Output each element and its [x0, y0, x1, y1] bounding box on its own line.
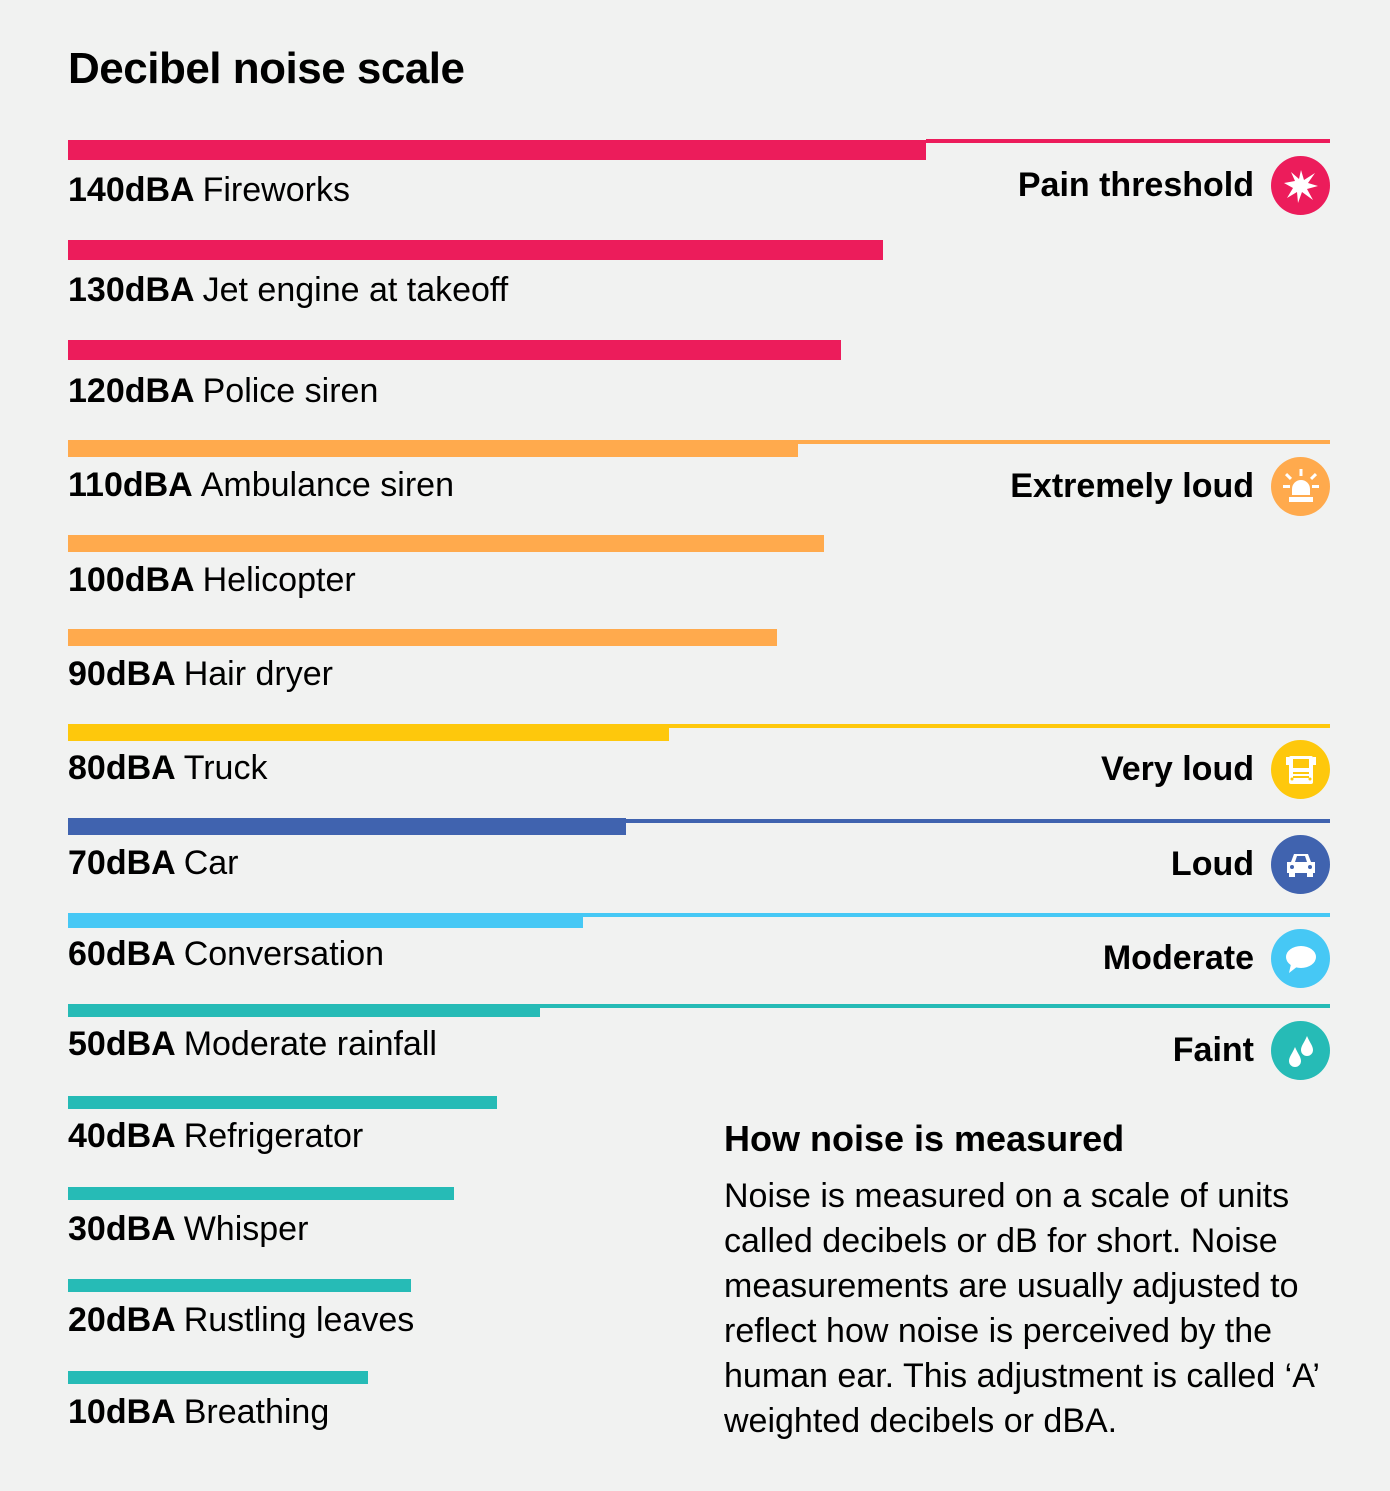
bar-50 [68, 1004, 540, 1017]
category-pain-threshold: Pain threshold [1017, 166, 1254, 204]
extreme-separator [797, 440, 1330, 444]
row-label: 10dBA Breathing [68, 1393, 330, 1431]
bar-100 [68, 535, 824, 552]
bar-90 [68, 629, 777, 646]
faint-separator [540, 1004, 1330, 1008]
bar-130 [68, 240, 883, 260]
speech-bubble-icon [1271, 929, 1330, 988]
row-label: 130dBA Jet engine at takeoff [68, 271, 509, 309]
chart-title: Decibel noise scale [68, 44, 465, 93]
moderate-separator [583, 913, 1330, 917]
row-label: 100dBA Helicopter [68, 561, 356, 599]
info-body: Noise is measured on a scale of units ca… [724, 1177, 1319, 1440]
bar-120 [68, 340, 841, 360]
category-moderate: Moderate [1102, 939, 1254, 977]
category-extremely-loud: Extremely loud [1010, 467, 1254, 505]
bar-70 [68, 818, 626, 835]
category-faint: Faint [1172, 1031, 1254, 1069]
very-loud-separator [669, 724, 1330, 728]
car-icon [1271, 835, 1330, 894]
bar-20 [68, 1279, 411, 1292]
row-label: 120dBA Police siren [68, 372, 379, 410]
category-very-loud: Very loud [1100, 750, 1254, 788]
row-label: 90dBA Hair dryer [68, 655, 333, 693]
bar-10 [68, 1371, 368, 1384]
row-label: 50dBA Moderate rainfall [68, 1025, 437, 1063]
bar-110 [68, 440, 798, 457]
row-label: 140dBA Fireworks [68, 171, 350, 209]
row-label: 40dBA Refrigerator [68, 1117, 364, 1155]
siren-icon [1271, 457, 1330, 516]
row-label: 20dBA Rustling leaves [68, 1301, 415, 1339]
row-label: 30dBA Whisper [68, 1210, 309, 1248]
pain-separator [926, 139, 1330, 143]
row-label: 60dBA Conversation [68, 935, 385, 973]
info-heading: How noise is measured [724, 1118, 1125, 1159]
bar-30 [68, 1187, 454, 1200]
loud-separator [626, 819, 1330, 823]
bar-40 [68, 1096, 497, 1109]
category-loud: Loud [1170, 845, 1254, 883]
row-label: 110dBA Ambulance siren [68, 466, 454, 504]
bar-140 [68, 140, 926, 160]
raindrops-icon [1271, 1021, 1330, 1080]
bar-80 [68, 724, 669, 741]
explosion-icon [1271, 156, 1330, 215]
row-label: 70dBA Car [68, 844, 239, 882]
row-label: 80dBA Truck [68, 749, 268, 787]
bar-60 [68, 913, 583, 928]
truck-icon [1271, 740, 1330, 799]
